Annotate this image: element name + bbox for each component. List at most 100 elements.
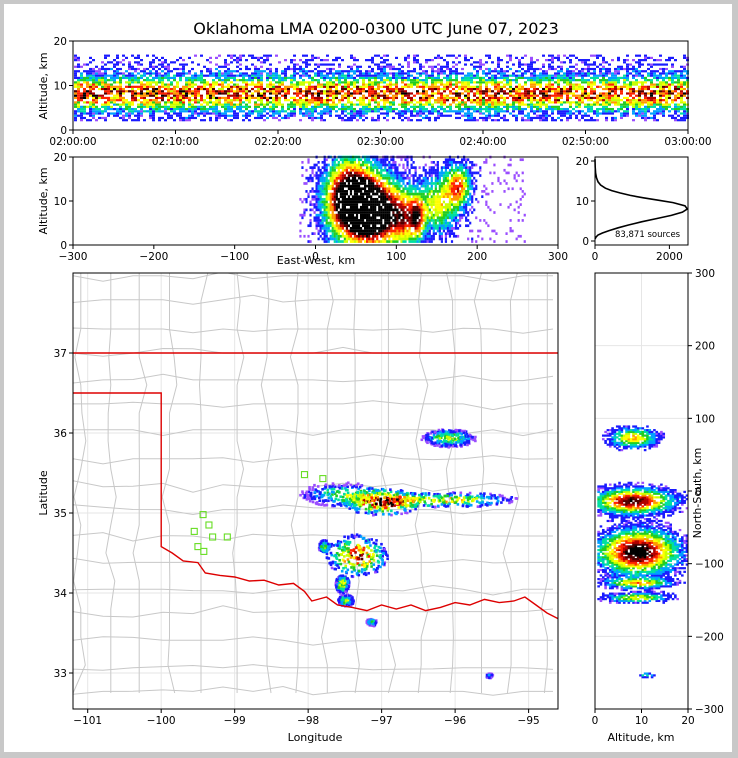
ew-altitude-cell bbox=[376, 197, 379, 201]
time-altitude-cell bbox=[446, 94, 449, 97]
time-altitude-cell bbox=[278, 87, 281, 91]
time-altitude-cell bbox=[446, 99, 449, 102]
time-altitude-cell bbox=[239, 94, 242, 97]
time-altitude-cell bbox=[641, 110, 644, 113]
ew-altitude-cell bbox=[345, 197, 349, 201]
time-altitude-cell bbox=[563, 110, 566, 113]
time-altitude-cell bbox=[662, 103, 665, 106]
time-altitude-cell bbox=[374, 92, 377, 95]
ew-altitude-cell bbox=[321, 205, 324, 209]
ew-altitude-cell bbox=[329, 168, 332, 172]
ew-altitude-cell bbox=[361, 229, 365, 233]
time-altitude-cell bbox=[209, 112, 212, 115]
time-altitude-cell bbox=[257, 114, 260, 117]
time-altitude-cell bbox=[506, 92, 509, 95]
time-altitude-cell bbox=[560, 112, 563, 115]
time-altitude-cell bbox=[308, 99, 311, 102]
time-altitude-cell bbox=[662, 92, 665, 95]
time-altitude-cell bbox=[659, 107, 662, 111]
time-altitude-cell bbox=[683, 110, 686, 113]
time-altitude-cell bbox=[605, 112, 608, 115]
time-altitude-cell bbox=[92, 94, 95, 97]
time-altitude-cell bbox=[635, 70, 638, 73]
time-altitude-cell bbox=[461, 81, 464, 84]
time-altitude-cell bbox=[656, 99, 659, 102]
time-altitude-cell bbox=[608, 79, 611, 82]
time-altitude-cell bbox=[233, 54, 236, 57]
time-altitude-cell bbox=[350, 81, 353, 84]
time-altitude-cell bbox=[539, 114, 542, 117]
time-altitude-cell bbox=[149, 61, 152, 64]
time-altitude-cell bbox=[146, 83, 149, 86]
time-altitude-cell bbox=[554, 96, 557, 100]
time-altitude-cell bbox=[179, 101, 182, 104]
time-altitude-cell bbox=[221, 96, 224, 100]
time-altitude-cell bbox=[515, 56, 518, 59]
time-altitude-cell bbox=[578, 79, 581, 82]
time-altitude-cell bbox=[359, 74, 362, 77]
time-altitude-cell bbox=[290, 83, 293, 86]
time-altitude-cell bbox=[497, 110, 500, 113]
time-altitude-cell bbox=[542, 103, 545, 106]
time-altitude-cell bbox=[473, 65, 476, 68]
time-altitude-cell bbox=[410, 99, 413, 102]
time-altitude-cell bbox=[125, 119, 128, 122]
time-altitude-cell bbox=[341, 74, 344, 77]
time-altitude-cell bbox=[593, 110, 596, 113]
ew-altitude-cell bbox=[319, 192, 322, 196]
time-altitude-cell bbox=[614, 85, 617, 88]
ew-altitude-cell bbox=[325, 192, 328, 196]
ew-altitude-cell bbox=[305, 200, 308, 204]
time-altitude-cell bbox=[635, 81, 638, 84]
time-altitude-cell bbox=[683, 65, 686, 68]
time-altitude-cell bbox=[401, 105, 404, 108]
time-altitude-cell bbox=[287, 99, 290, 102]
time-altitude-cell bbox=[149, 85, 152, 88]
time-altitude-cell bbox=[482, 79, 485, 82]
ew-altitude-cell bbox=[382, 176, 385, 180]
ew-altitude-cell bbox=[307, 158, 310, 162]
time-altitude-cell bbox=[338, 116, 341, 120]
ew-altitude-cell bbox=[359, 208, 363, 212]
time-altitude-cell bbox=[86, 79, 89, 82]
time-altitude-cell bbox=[428, 119, 431, 122]
time-altitude-cell bbox=[437, 114, 440, 117]
time-altitude-cell bbox=[542, 99, 545, 102]
time-altitude-cell bbox=[326, 59, 329, 62]
time-altitude-cell bbox=[311, 59, 314, 62]
time-altitude-cell bbox=[323, 110, 326, 113]
time-altitude-cell bbox=[518, 94, 521, 97]
time-altitude-cell bbox=[224, 103, 227, 106]
ew-altitude-cell bbox=[361, 200, 365, 204]
ew-altitude-cell bbox=[351, 163, 355, 167]
time-altitude-cell bbox=[548, 107, 551, 111]
ew-altitude-cell bbox=[317, 190, 320, 193]
time-altitude-cell bbox=[164, 67, 167, 71]
time-altitude-cell bbox=[317, 92, 320, 95]
time-altitude-cell bbox=[80, 99, 83, 102]
time-altitude-cell bbox=[254, 56, 257, 59]
time-altitude-cell bbox=[143, 101, 146, 104]
time-altitude-cell bbox=[200, 70, 203, 73]
time-altitude-cell bbox=[590, 83, 593, 86]
time-altitude-cell bbox=[485, 103, 488, 106]
ew-altitude-cell bbox=[333, 224, 336, 228]
time-altitude-cell bbox=[173, 61, 176, 64]
time-altitude-cell bbox=[587, 94, 590, 97]
time-altitude-cell bbox=[257, 74, 260, 77]
time-altitude-cell bbox=[266, 54, 269, 57]
time-altitude-cell bbox=[278, 81, 281, 84]
time-altitude-cell bbox=[401, 92, 404, 95]
ew-altitude-cell bbox=[351, 232, 355, 235]
ew-altitude-cell bbox=[319, 184, 322, 188]
ew-altitude-cell bbox=[366, 184, 369, 188]
time-altitude-cell bbox=[683, 105, 686, 108]
ew-altitude-cell bbox=[384, 200, 387, 204]
ew-altitude-cell bbox=[384, 161, 387, 164]
time-altitude-cell bbox=[377, 94, 380, 97]
time-altitude-cell bbox=[593, 54, 596, 57]
time-altitude-cell bbox=[80, 72, 83, 75]
ew-altitude-cell bbox=[355, 229, 359, 233]
time-altitude-cell bbox=[215, 103, 218, 106]
time-altitude-cell bbox=[644, 70, 647, 73]
